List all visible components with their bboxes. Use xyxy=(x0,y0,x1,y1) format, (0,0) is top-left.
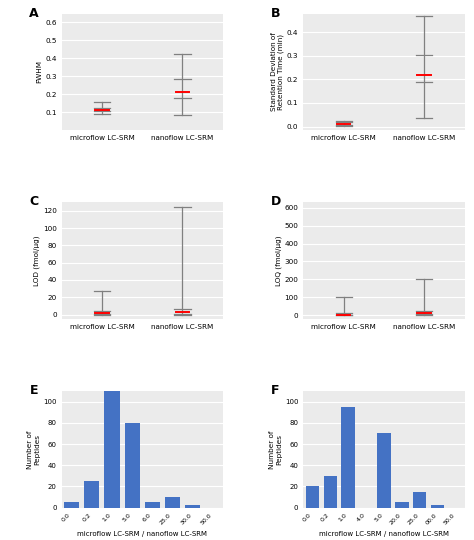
Bar xyxy=(431,505,444,508)
Y-axis label: Standard Deviation of
Retention Time (min): Standard Deviation of Retention Time (mi… xyxy=(271,32,284,111)
Y-axis label: FWHM: FWHM xyxy=(36,60,43,83)
Bar xyxy=(84,481,100,508)
X-axis label: microflow LC-SRM / nanoflow LC-SRM: microflow LC-SRM / nanoflow LC-SRM xyxy=(77,531,207,537)
Bar xyxy=(125,423,140,508)
Text: E: E xyxy=(29,384,38,397)
Y-axis label: Number of
Peptides: Number of Peptides xyxy=(269,430,282,469)
Bar xyxy=(395,502,409,508)
Y-axis label: LOD (fmol/µg): LOD (fmol/µg) xyxy=(34,235,40,286)
Bar xyxy=(323,476,337,508)
Bar xyxy=(64,502,79,508)
Text: F: F xyxy=(271,384,280,397)
Bar xyxy=(413,492,427,508)
Y-axis label: Number of
Peptides: Number of Peptides xyxy=(27,430,40,469)
Bar xyxy=(145,502,160,508)
Text: A: A xyxy=(29,6,39,19)
Y-axis label: LOQ (fmol/µg): LOQ (fmol/µg) xyxy=(275,235,282,286)
Text: B: B xyxy=(271,6,281,19)
Bar xyxy=(377,434,391,508)
Bar xyxy=(185,505,200,508)
Bar xyxy=(165,497,180,508)
X-axis label: microflow LC-SRM / nanoflow LC-SRM: microflow LC-SRM / nanoflow LC-SRM xyxy=(319,531,449,537)
Bar xyxy=(104,391,119,508)
Bar xyxy=(306,487,319,508)
Text: C: C xyxy=(29,195,38,208)
Bar xyxy=(341,407,355,508)
Text: D: D xyxy=(271,195,282,208)
